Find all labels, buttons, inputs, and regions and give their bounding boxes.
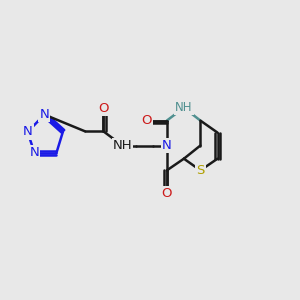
Text: O: O	[162, 187, 172, 200]
Text: N: N	[30, 146, 39, 160]
Text: N: N	[23, 125, 32, 139]
Text: N: N	[162, 139, 172, 152]
Text: NH: NH	[175, 101, 193, 114]
Text: N: N	[40, 108, 49, 121]
Text: O: O	[98, 101, 109, 115]
Text: S: S	[196, 164, 205, 177]
Text: NH: NH	[112, 139, 132, 152]
Text: O: O	[142, 114, 152, 127]
